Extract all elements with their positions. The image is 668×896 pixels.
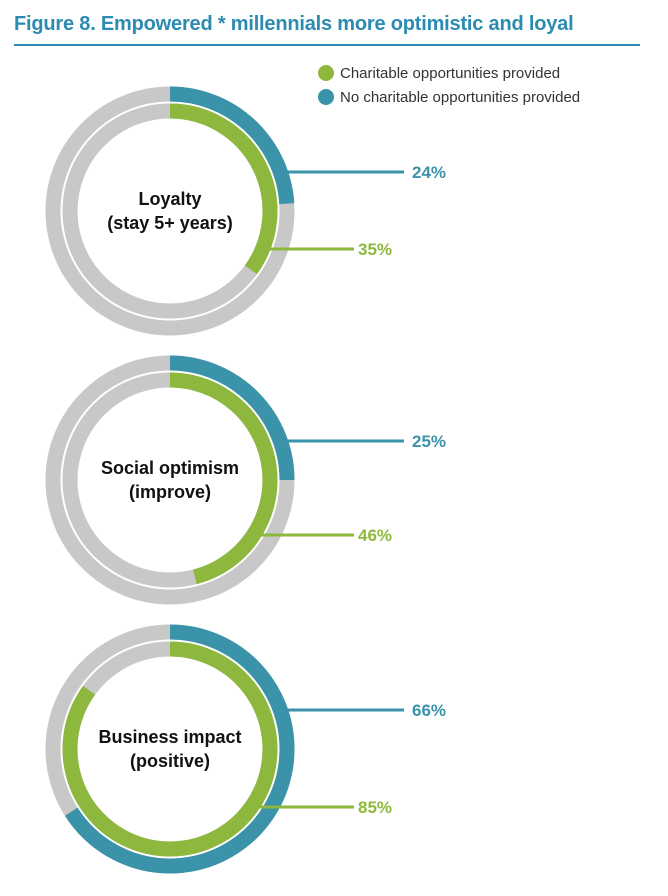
legend-item-charitable: Charitable opportunities provided bbox=[318, 61, 580, 85]
inner-arc-charitable bbox=[62, 641, 278, 857]
legend-swatch-no-charitable bbox=[318, 89, 334, 105]
value-label-charitable: 46% bbox=[358, 526, 392, 545]
legend-item-no-charitable: No charitable opportunities provided bbox=[318, 85, 580, 109]
chart-title: Figure 8. Empowered * millennials more o… bbox=[14, 13, 574, 35]
donut-center-label: (stay 5+ years) bbox=[107, 213, 233, 233]
value-label-no-charitable: 66% bbox=[412, 701, 446, 720]
outer-arc-no-charitable bbox=[64, 624, 295, 874]
donut-center-label: Loyalty bbox=[138, 189, 201, 209]
legend: Charitable opportunities provided No cha… bbox=[318, 61, 580, 109]
value-label-charitable: 35% bbox=[358, 240, 392, 259]
legend-label-charitable: Charitable opportunities provided bbox=[340, 64, 561, 82]
legend-label-no-charitable: No charitable opportunities provided bbox=[340, 88, 581, 106]
inner-arc-charitable bbox=[169, 103, 278, 275]
donut-center-label: (positive) bbox=[130, 751, 210, 771]
value-label-charitable: 85% bbox=[358, 798, 392, 817]
donut-center-label: Business impact bbox=[98, 727, 241, 747]
inner-arc-charitable bbox=[169, 372, 278, 585]
donut-center-label: (improve) bbox=[129, 482, 211, 502]
outer-arc-no-charitable bbox=[169, 355, 295, 481]
title-underline bbox=[14, 44, 640, 46]
value-label-no-charitable: 24% bbox=[412, 163, 446, 182]
value-label-no-charitable: 25% bbox=[412, 432, 446, 451]
outer-arc-no-charitable bbox=[169, 86, 295, 205]
legend-swatch-charitable bbox=[318, 65, 334, 81]
donut-center-label: Social optimism bbox=[101, 458, 239, 478]
